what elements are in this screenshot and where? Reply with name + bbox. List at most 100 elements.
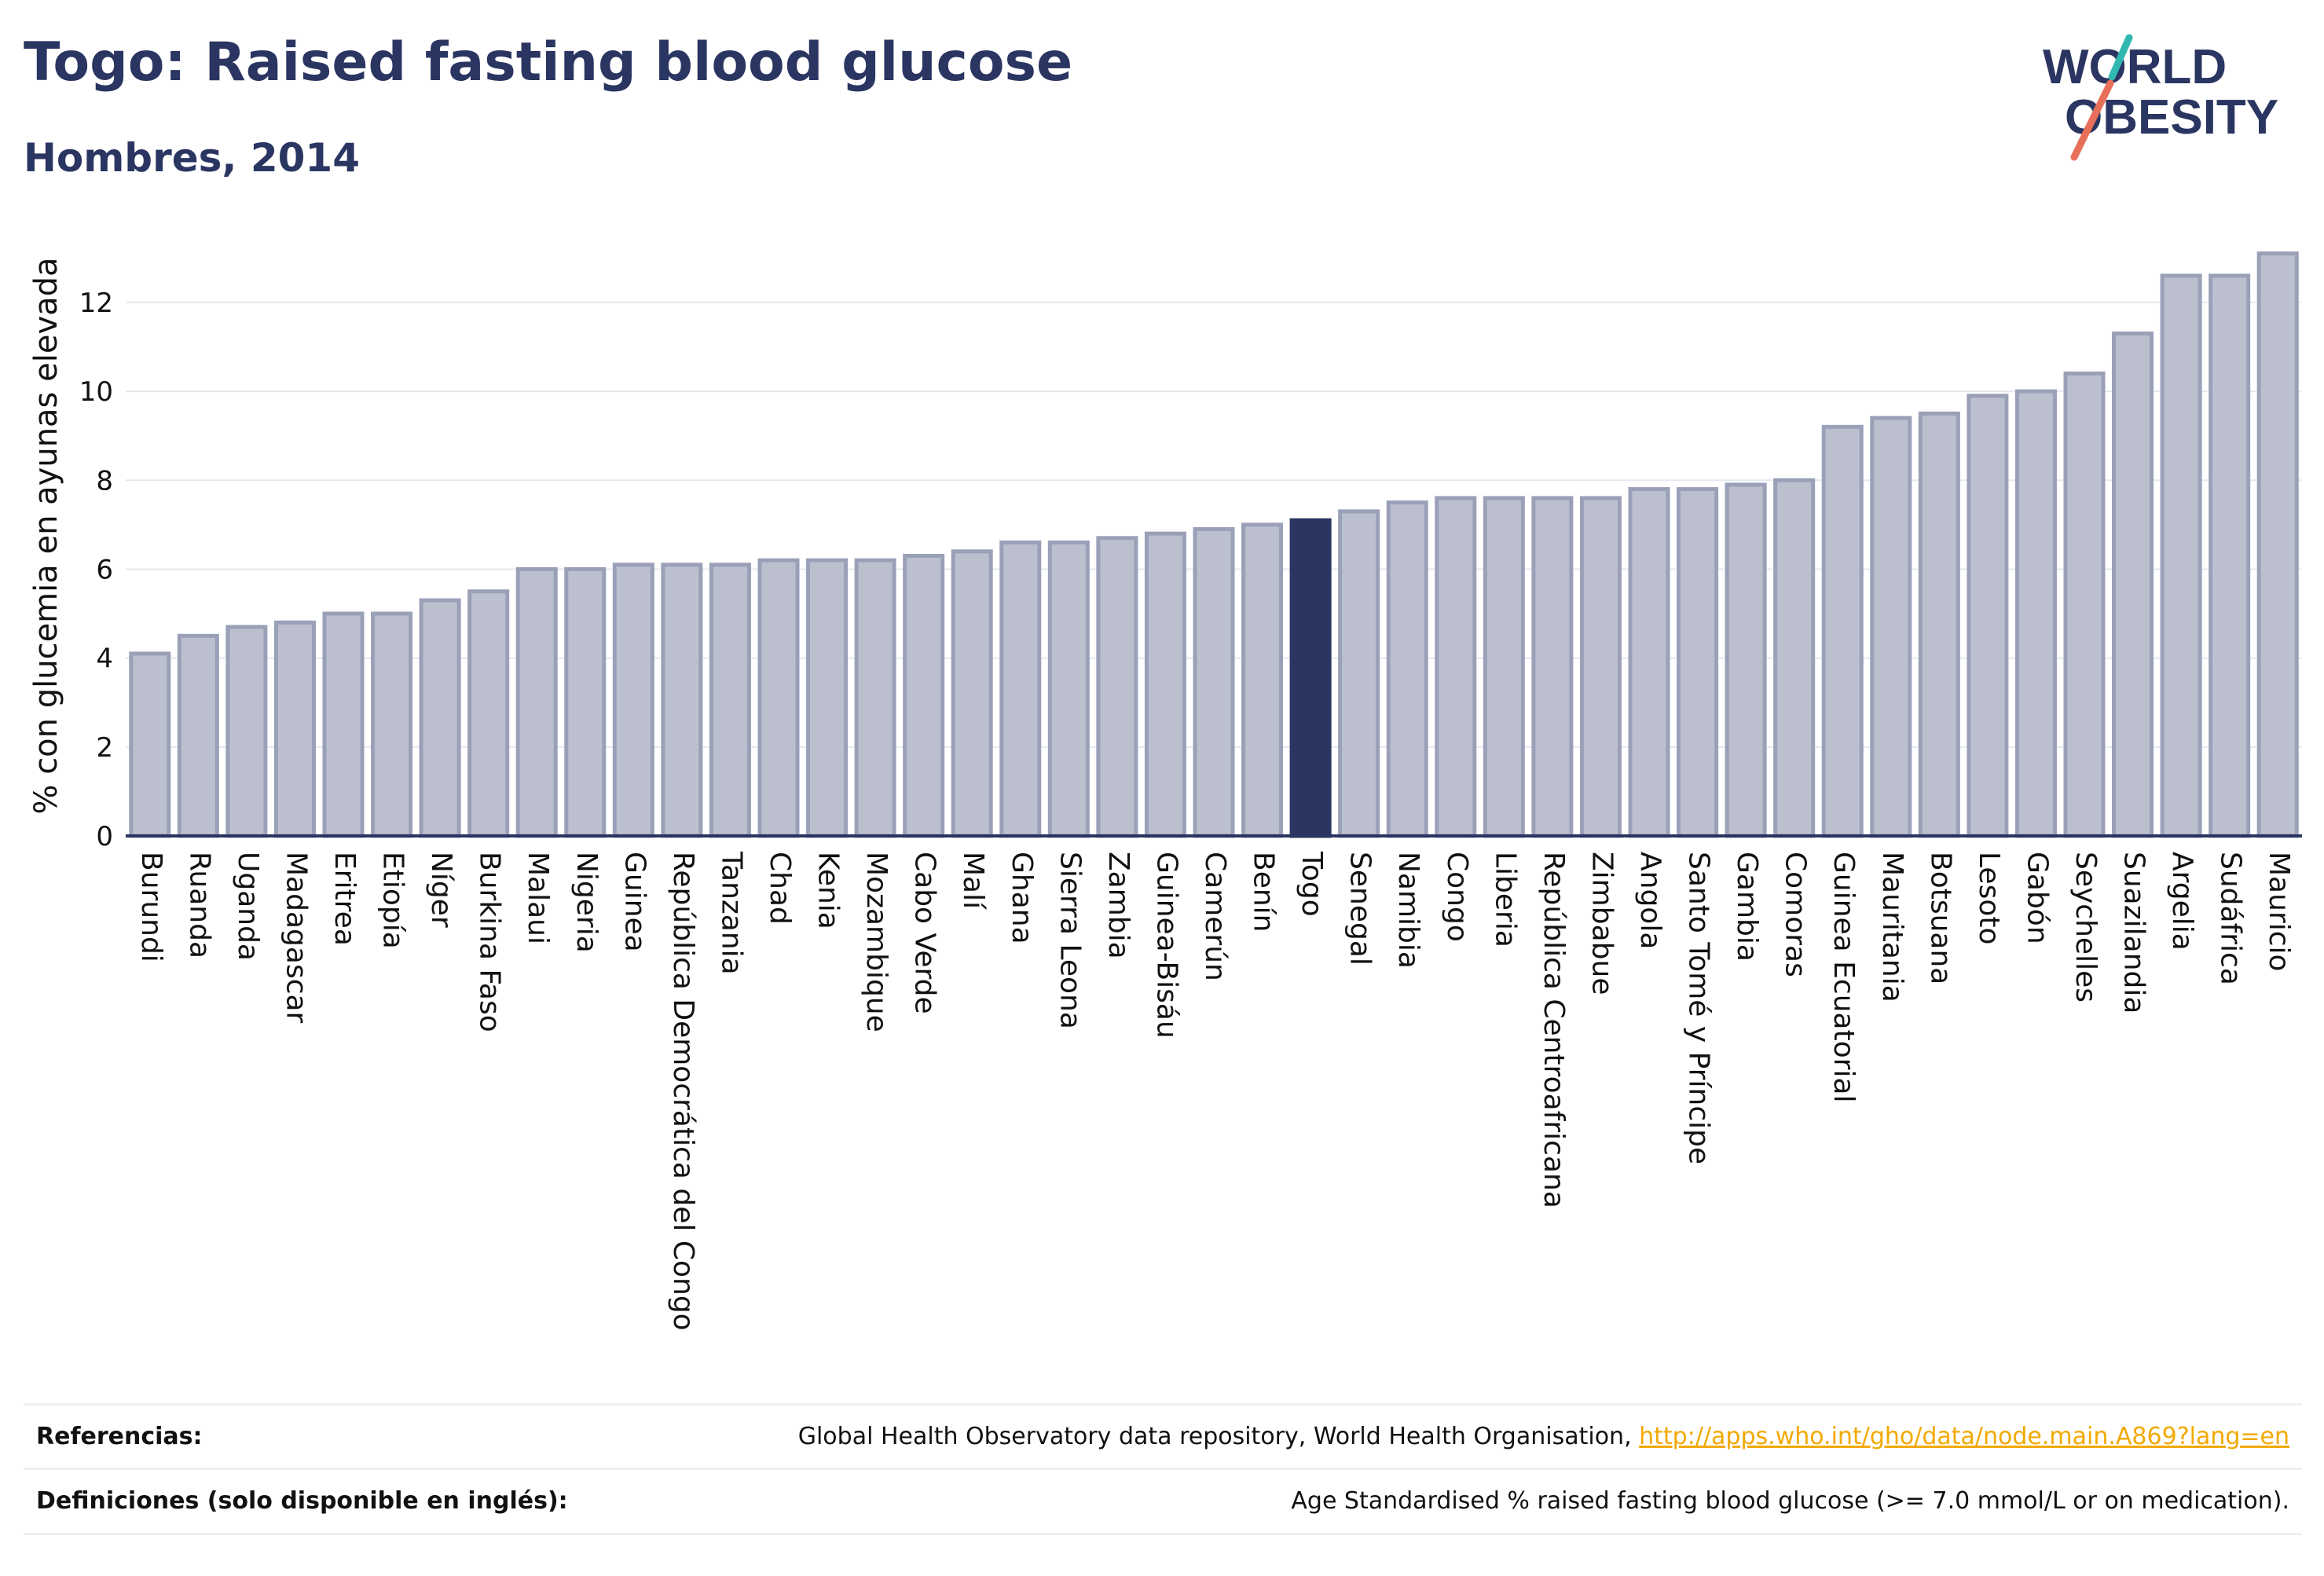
bar-27: [1435, 496, 1477, 838]
x-tick-label: Kenia: [812, 852, 845, 929]
definitions-row: Definiciones (solo disponible en inglés)…: [24, 1468, 2302, 1535]
y-tick-label: 12: [79, 288, 113, 319]
y-axis-label: % con glucemia en ayunas elevada: [28, 257, 64, 814]
references-link[interactable]: http://apps.who.int/gho/data/node.main.A…: [1639, 1423, 2289, 1450]
bar-13: [757, 558, 800, 838]
x-tick-label: Benín: [1248, 852, 1280, 932]
references-text: Global Health Observatory data repositor…: [797, 1423, 1640, 1450]
y-tick-label: 0: [96, 821, 113, 852]
chart-title: Togo: Raised fasting blood glucose: [24, 31, 1073, 93]
bar-42: [2160, 273, 2202, 838]
bar-8: [515, 566, 558, 838]
bar-32: [1677, 487, 1719, 838]
bar-chart: 0 2 4 6 8 10 12 % con glucemia en ayunas elevad…: [28, 251, 2302, 1331]
bar-6: [419, 598, 461, 838]
bar-43: [2209, 273, 2251, 838]
bar-23: [1241, 522, 1284, 838]
x-tick-label: Lesoto: [1973, 852, 2005, 945]
bar-18: [999, 540, 1042, 838]
y-tick-label: 10: [79, 376, 113, 408]
bar-26: [1386, 500, 1428, 838]
logo-slash-bottom: [2070, 79, 2114, 161]
x-tick-label: Camerún: [1199, 852, 1231, 981]
x-tick-label: Burkina Faso: [474, 852, 506, 1032]
bar-28: [1483, 496, 1525, 838]
bar-14: [806, 558, 849, 838]
x-tick-label: Namibia: [1392, 852, 1424, 969]
x-tick-label: Senegal: [1344, 852, 1376, 966]
x-tick-label: Congo: [1441, 852, 1473, 942]
logo-word-world: WORLD: [2043, 40, 2227, 94]
x-tick-label: Guinea Ecuatorial: [1827, 852, 1860, 1103]
bar-33: [1725, 482, 1767, 838]
bar-10: [612, 563, 654, 838]
definitions-value: Age Standardised % raised fasting blood …: [1291, 1487, 2289, 1515]
bar-31: [1628, 487, 1670, 838]
references-row: Referencias: Global Health Observatory d…: [24, 1403, 2302, 1468]
references-label: Referencias:: [36, 1423, 203, 1450]
x-tick-label: Sudáfrica: [2215, 852, 2247, 985]
y-tick-label: 6: [96, 554, 113, 585]
bar-7: [467, 589, 510, 838]
bar-35: [1821, 424, 1864, 838]
x-tick-label: Gabón: [2021, 852, 2053, 944]
y-tick-label: 2: [96, 732, 113, 764]
bar-40: [2063, 371, 2106, 838]
bar-5: [371, 611, 413, 838]
x-tick-label: Guinea-Bisáu: [1150, 852, 1182, 1039]
y-tick-label: 4: [96, 643, 113, 675]
bar-11: [661, 563, 703, 838]
bar-9: [564, 566, 607, 838]
bar-19: [1047, 540, 1090, 838]
x-tick-label: Sierra Leona: [1054, 852, 1086, 1029]
bar-1: [177, 633, 219, 838]
x-tick-label: Malaui: [522, 852, 554, 944]
bar-34: [1773, 478, 1816, 838]
x-tick-label: Nigeria: [570, 852, 603, 953]
bar-3: [273, 620, 316, 838]
x-tick-label: Etiopía: [377, 852, 409, 949]
x-tick-label: Mauritania: [1876, 852, 1908, 1002]
x-tick-label: Uganda: [232, 852, 264, 961]
x-tick-label: Níger: [425, 852, 457, 928]
x-tick-label: Mozambique: [860, 852, 893, 1032]
world-obesity-logo: WORLD OBESITY: [2043, 34, 2278, 161]
bar-17: [951, 549, 993, 838]
bar-24: [1289, 518, 1332, 838]
x-tick-label: Tanzania: [715, 851, 747, 975]
x-tick-label: Comoras: [1780, 852, 1812, 977]
bar-4: [322, 611, 365, 838]
bar-44: [2256, 251, 2299, 838]
x-tick-label: Ruanda: [183, 852, 215, 958]
x-tick-label: Eritrea: [328, 852, 361, 946]
x-tick-label: Angola: [1634, 852, 1666, 949]
logo-slash-top: [2108, 34, 2133, 81]
x-tick-label: Suazilandia: [2118, 852, 2150, 1013]
x-tick-label: Guinea: [618, 852, 651, 952]
y-tick-label: 8: [96, 465, 113, 497]
x-tick-label: Ghana: [1006, 852, 1038, 944]
x-tick-label: Botsuana: [1924, 852, 1956, 984]
bar-16: [903, 553, 945, 838]
bar-22: [1193, 527, 1235, 838]
x-tick-label: Argelia: [2166, 852, 2198, 951]
x-tick-label: Mauricio: [2263, 852, 2295, 972]
x-tick-label: Liberia: [1489, 852, 1521, 947]
references-value: Global Health Observatory data repositor…: [798, 1423, 2289, 1450]
x-tick-label: Santo Tomé y Príncipe: [1683, 852, 1715, 1164]
bar-20: [1096, 536, 1138, 838]
bar-25: [1338, 509, 1380, 838]
x-tick-label: Zimbabue: [1585, 852, 1618, 995]
chart-subtitle: Hombres, 2014: [24, 135, 360, 181]
x-tick-label: Cabo Verde: [909, 852, 941, 1014]
bar-36: [1870, 416, 1912, 838]
x-tick-label: Togo: [1296, 851, 1328, 917]
x-tick-label: Burundi: [135, 852, 167, 962]
x-tick-label: Chad: [764, 852, 796, 925]
bar-21: [1144, 531, 1186, 838]
bar-37: [1918, 411, 1960, 838]
x-tick-label: Madagascar: [280, 852, 312, 1024]
x-tick-label: República Democrática del Congo: [667, 852, 699, 1331]
bar-38: [1967, 394, 2009, 838]
x-tick-label: Seychelles: [2069, 852, 2102, 1002]
